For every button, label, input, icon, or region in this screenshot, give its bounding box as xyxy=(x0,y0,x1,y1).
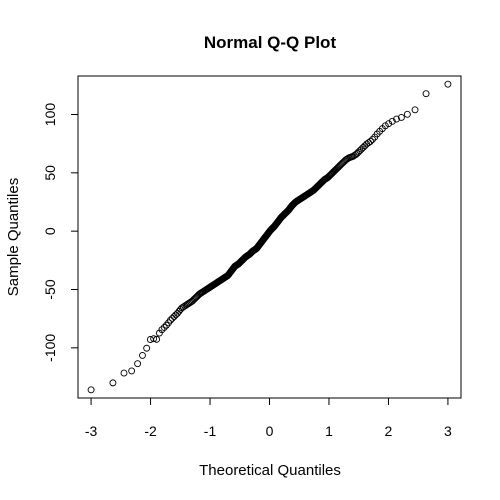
qq-point xyxy=(120,369,128,377)
qq-point xyxy=(367,137,374,145)
qq-point xyxy=(87,386,95,394)
y-tick-label: -100 xyxy=(42,334,58,362)
qq-point xyxy=(139,351,146,359)
y-tick-label: 0 xyxy=(42,227,58,235)
qq-point xyxy=(153,335,161,343)
y-axis: -100 -50 0 50 100 xyxy=(42,103,79,362)
qq-point xyxy=(128,367,136,375)
qq-point xyxy=(411,106,419,114)
qq-point xyxy=(172,311,180,319)
x-axis: -3 -2 -1 0 1 2 3 xyxy=(85,397,452,439)
qq-point xyxy=(150,335,158,343)
chart-title: Normal Q-Q Plot xyxy=(204,33,337,52)
qq-point xyxy=(369,135,376,143)
qq-point xyxy=(361,142,369,150)
qq-point xyxy=(422,90,430,98)
qq-point xyxy=(109,379,117,387)
qq-point xyxy=(168,314,176,322)
x-axis-label: Theoretical Quantiles xyxy=(199,462,341,479)
qq-point xyxy=(134,360,142,368)
x-tick-label: 3 xyxy=(444,423,452,439)
x-tick-label: -3 xyxy=(85,423,98,439)
y-tick-label: 100 xyxy=(42,103,58,127)
qq-point xyxy=(174,309,181,317)
y-tick-label: -50 xyxy=(42,279,58,299)
qq-point xyxy=(167,316,174,324)
x-tick-label: -2 xyxy=(144,423,157,439)
qq-point xyxy=(444,80,452,88)
qq-point xyxy=(170,313,178,320)
qq-point xyxy=(385,120,393,128)
y-axis-label: Sample Quantiles xyxy=(5,178,22,296)
x-tick-label: 2 xyxy=(385,423,393,439)
qq-point xyxy=(397,114,405,121)
x-tick-label: -1 xyxy=(204,423,217,439)
qq-point xyxy=(143,344,151,352)
qq-point xyxy=(158,326,166,334)
qq-point xyxy=(160,323,168,331)
qq-point xyxy=(403,110,411,118)
x-tick-label: 1 xyxy=(325,423,333,439)
x-tick-label: 0 xyxy=(266,423,274,439)
y-tick-label: 50 xyxy=(42,165,58,181)
qq-point xyxy=(388,117,396,125)
qq-point xyxy=(393,115,400,123)
data-points xyxy=(87,80,452,394)
